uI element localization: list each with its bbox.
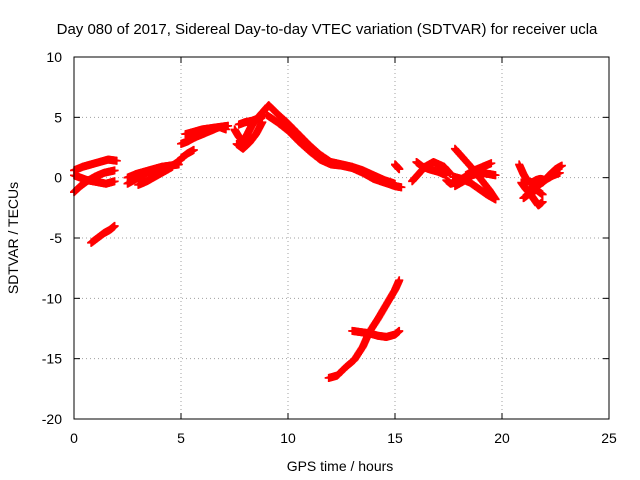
axes: 0 5 10 15 20 25 -20 -15 -10 -5 0 5 10 — [42, 49, 617, 446]
data-point — [491, 171, 500, 180]
series-track-d3 — [234, 110, 269, 129]
data-point — [221, 125, 230, 134]
series-track-a4 — [87, 221, 119, 247]
data-point — [189, 145, 198, 154]
data-point — [397, 183, 406, 192]
data-points — [70, 101, 566, 382]
y-tick-label: -10 — [42, 290, 62, 306]
series-track-c3 — [177, 145, 198, 163]
series-track-h5 — [461, 159, 496, 180]
y-tick-label: 5 — [54, 109, 62, 125]
data-point — [557, 161, 566, 170]
chart-title: Day 080 of 2017, Sidereal Day-to-day VTE… — [57, 21, 598, 38]
x-axis-label: GPS time / hours — [287, 458, 394, 474]
series-track-e1 — [264, 101, 399, 188]
data-point — [168, 162, 177, 171]
data-point — [174, 160, 183, 169]
data-point — [110, 166, 119, 175]
y-axis-label: SDTVAR / TECUs — [5, 182, 21, 294]
data-point — [395, 326, 404, 335]
series-track-g1 — [391, 160, 404, 174]
x-tick-label: 10 — [280, 430, 296, 446]
data-point — [487, 159, 496, 168]
data-point — [110, 177, 119, 186]
series-track-d2 — [232, 118, 267, 153]
x-tick-label: 0 — [70, 430, 78, 446]
y-tick-label: -20 — [42, 411, 62, 427]
x-tick-label: 15 — [387, 430, 403, 446]
plot-frame — [73, 56, 610, 420]
series-track-a3 — [70, 166, 119, 197]
series-track-b2 — [123, 160, 183, 182]
grid — [74, 57, 609, 419]
series-track-f1 — [324, 276, 404, 382]
y-tick-label: 0 — [54, 170, 62, 186]
data-point — [491, 195, 500, 204]
data-point — [538, 190, 547, 199]
data-point — [112, 156, 121, 165]
data-point — [395, 276, 404, 285]
series-track-e2 — [262, 110, 406, 192]
data-point — [538, 197, 547, 206]
x-tick-label: 5 — [177, 430, 185, 446]
series-track-c2 — [181, 122, 230, 139]
series-track-f2 — [348, 326, 404, 341]
data-point — [395, 165, 404, 174]
series-track-g3 — [412, 157, 451, 180]
series-track-i4 — [532, 161, 566, 189]
series-track-h4 — [448, 172, 500, 204]
series-track-b3 — [134, 162, 177, 189]
x-tick-label: 25 — [601, 430, 617, 446]
data-point — [110, 221, 119, 230]
y-tick-label: 10 — [46, 49, 62, 65]
y-tick-label: -5 — [50, 230, 63, 246]
x-tick-label: 20 — [494, 430, 510, 446]
series-track-i5 — [519, 185, 547, 203]
y-tick-label: -15 — [42, 351, 62, 367]
